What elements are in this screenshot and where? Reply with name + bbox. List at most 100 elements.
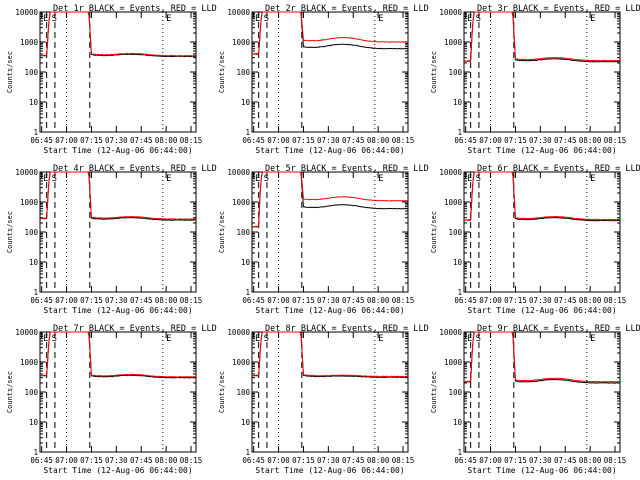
y-tick-label: 100 xyxy=(24,68,38,77)
event-marker: E xyxy=(378,14,383,24)
y-tick-label: 10000 xyxy=(15,328,38,337)
plot-frame xyxy=(463,171,621,293)
x-tick-label: 07:00 xyxy=(479,296,502,305)
x-tick-label: 07:15 xyxy=(504,136,527,145)
panel-3: Det 3r BLACK = Events, RED = LLD 1 10 100 10… xyxy=(430,4,640,155)
event-marker: E xyxy=(43,174,48,184)
y-axis-label: Counts/sec xyxy=(218,211,226,253)
event-marker: S xyxy=(476,174,481,184)
x-tick-label: 07:15 xyxy=(80,136,103,145)
x-tick-label: 07:45 xyxy=(130,456,153,465)
y-tick-label: 10000 xyxy=(227,168,250,177)
panel-title: Det 4r BLACK = Events, RED = LLD xyxy=(53,164,217,174)
event-marker: E xyxy=(590,174,595,184)
x-axis-label: Start Time (12-Aug-06 06:44:00) xyxy=(43,466,192,475)
panel-title: Det 2r BLACK = Events, RED = LLD xyxy=(265,4,429,14)
series-events-line xyxy=(464,331,620,384)
x-tick-label: 07:30 xyxy=(317,456,340,465)
y-tick-label: 100 xyxy=(24,228,38,237)
x-tick-label: 07:00 xyxy=(479,456,502,465)
x-axis-label: Start Time (12-Aug-06 06:44:00) xyxy=(467,146,616,155)
series-lld-line xyxy=(463,331,621,383)
x-tick-label: 08:00 xyxy=(367,296,390,305)
x-tick-label: 07:45 xyxy=(342,456,365,465)
x-tick-label: 07:15 xyxy=(292,136,315,145)
y-axis-label: Counts/sec xyxy=(430,211,438,253)
y-tick-label: 10 xyxy=(453,98,463,107)
y-tick-label: 100 xyxy=(236,68,250,77)
series-lld-line xyxy=(39,331,197,378)
x-tick-label: 07:00 xyxy=(55,456,78,465)
event-marker: E xyxy=(467,334,472,344)
x-tick-label: 08:15 xyxy=(180,296,203,305)
y-tick-label: 100 xyxy=(236,388,250,397)
x-tick-label: 07:15 xyxy=(292,296,315,305)
y-tick-label: 1000 xyxy=(232,38,251,47)
y-tick-label: 100 xyxy=(448,228,462,237)
panel-9: Det 9r BLACK = Events, RED = LLD 1 10 100 10… xyxy=(430,324,640,475)
x-tick-label: 08:00 xyxy=(367,456,390,465)
panel-title: Det 6r BLACK = Events, RED = LLD xyxy=(477,164,640,174)
series-lld-line xyxy=(251,331,409,378)
plot-frame xyxy=(39,171,197,293)
y-tick-label: 10000 xyxy=(227,8,250,17)
y-tick-label: 10 xyxy=(29,258,39,267)
event-marker: S xyxy=(476,14,481,24)
x-tick-label: 06:45 xyxy=(242,456,265,465)
x-tick-label: 07:00 xyxy=(479,136,502,145)
y-tick-label: 100 xyxy=(448,388,462,397)
event-marker: E xyxy=(166,334,171,344)
y-axis-label: Counts/sec xyxy=(6,371,14,413)
x-tick-label: 07:00 xyxy=(267,456,290,465)
y-tick-label: 10 xyxy=(241,98,251,107)
panel-title: Det 9r BLACK = Events, RED = LLD xyxy=(477,324,640,334)
panel-2: Det 2r BLACK = Events, RED = LLD 1 10 100 10… xyxy=(218,4,429,155)
plot-frame xyxy=(39,331,197,453)
x-tick-label: 06:45 xyxy=(30,296,53,305)
x-tick-label: 08:00 xyxy=(579,456,602,465)
y-tick-label: 1 xyxy=(457,288,462,297)
x-tick-label: 08:15 xyxy=(392,456,415,465)
event-marker: E xyxy=(467,14,472,24)
series-events-line xyxy=(463,171,620,222)
x-tick-label: 07:45 xyxy=(130,296,153,305)
y-tick-label: 10000 xyxy=(15,8,38,17)
event-marker: E xyxy=(255,334,260,344)
plot-frame xyxy=(251,11,409,133)
series-lld-line xyxy=(39,171,197,220)
x-tick-label: 07:15 xyxy=(80,456,103,465)
y-tick-label: 1000 xyxy=(20,38,39,47)
x-tick-label: 07:45 xyxy=(554,136,577,145)
x-tick-label: 08:00 xyxy=(155,136,178,145)
x-tick-label: 08:15 xyxy=(604,296,627,305)
series-events-line xyxy=(40,171,196,221)
event-marker: E xyxy=(378,334,383,344)
x-tick-label: 08:15 xyxy=(180,136,203,145)
y-tick-label: 1000 xyxy=(444,38,463,47)
y-tick-label: 10 xyxy=(241,258,251,267)
x-tick-label: 07:30 xyxy=(529,296,552,305)
plot-frame xyxy=(251,171,409,293)
x-tick-label: 07:45 xyxy=(130,136,153,145)
x-axis-label: Start Time (12-Aug-06 06:44:00) xyxy=(43,146,192,155)
y-tick-label: 100 xyxy=(236,228,250,237)
panel-7: Det 7r BLACK = Events, RED = LLD 1 10 100 10… xyxy=(6,324,217,475)
panel-title: Det 8r BLACK = Events, RED = LLD xyxy=(265,324,429,334)
x-tick-label: 06:45 xyxy=(454,296,477,305)
y-tick-label: 1 xyxy=(457,448,462,457)
x-tick-label: 07:30 xyxy=(105,456,128,465)
y-axis-label: Counts/sec xyxy=(430,51,438,93)
y-axis-label: Counts/sec xyxy=(218,371,226,413)
series-lld-line xyxy=(251,11,409,55)
panel-title: Det 3r BLACK = Events, RED = LLD xyxy=(477,4,640,14)
x-tick-label: 07:30 xyxy=(105,296,128,305)
x-tick-label: 07:00 xyxy=(267,136,290,145)
x-tick-label: 07:15 xyxy=(504,296,527,305)
y-tick-label: 1000 xyxy=(20,198,39,207)
x-tick-label: 08:15 xyxy=(392,136,415,145)
event-marker: E xyxy=(255,174,260,184)
y-tick-label: 1 xyxy=(245,288,250,297)
y-axis-label: Counts/sec xyxy=(430,371,438,413)
x-tick-label: 06:45 xyxy=(454,456,477,465)
